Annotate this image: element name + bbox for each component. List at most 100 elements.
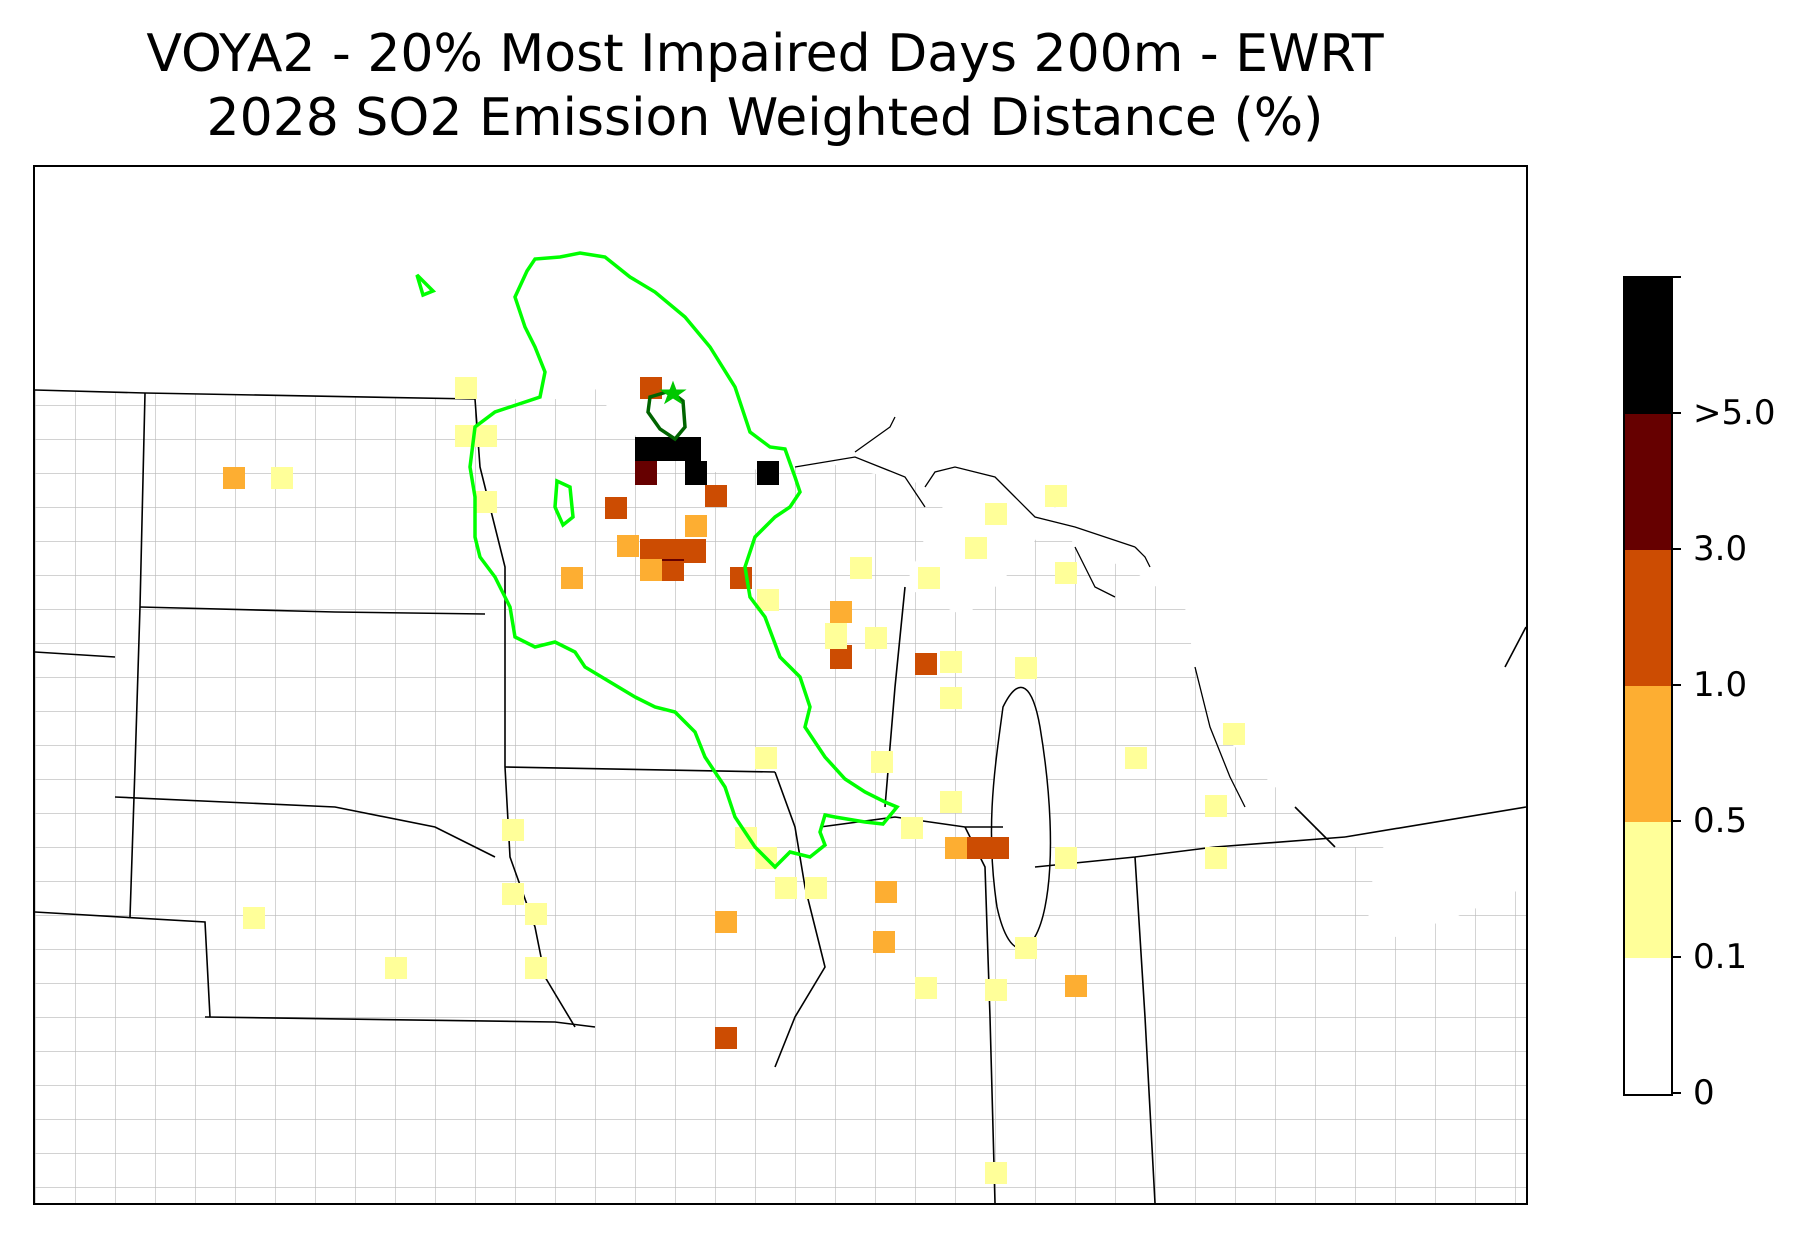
emission-cell: [617, 535, 639, 557]
colorbar-bin-black: [1625, 278, 1671, 414]
lake-erie: [1365, 767, 1526, 947]
emission-cell: [805, 877, 827, 899]
emission-cell: [985, 979, 1007, 1001]
emission-cell: [1045, 485, 1067, 507]
emission-cell: [640, 539, 662, 563]
emission-cells: [223, 377, 1245, 1184]
emission-cell: [502, 883, 524, 905]
colorbar-tick-0: [1671, 1092, 1681, 1094]
emission-cell: [901, 817, 923, 839]
colorbar-label-1: 0.1: [1693, 937, 1748, 977]
emission-cell: [918, 567, 940, 589]
colorbar-bin-white: [1625, 958, 1671, 1094]
emission-cell: [915, 653, 937, 675]
emission-cell: [525, 903, 547, 925]
emission-cell: [830, 645, 852, 669]
emission-cell: [875, 881, 897, 903]
emission-cell: [662, 561, 684, 581]
emission-cell: [475, 491, 497, 513]
colorbar-bin-yellow: [1625, 822, 1671, 958]
emission-cell: [1205, 795, 1227, 817]
emission-cell: [1065, 975, 1087, 997]
colorbar-tick-2: [1671, 820, 1681, 822]
emission-cell: [385, 957, 407, 979]
emission-cell: [715, 911, 737, 933]
emission-cell: [1125, 747, 1147, 769]
emission-cell: [1015, 937, 1037, 959]
emission-cell: [757, 589, 779, 611]
title-line-2: 2028 SO2 Emission Weighted Distance (%): [206, 88, 1324, 148]
emission-cell: [945, 837, 967, 859]
emission-cell: [705, 485, 727, 507]
colorbar-tick-5: [1671, 412, 1681, 414]
outer-contour-ring: [553, 478, 575, 528]
colorbar-label-5: >5.0: [1693, 393, 1776, 433]
emission-cell: [715, 1027, 737, 1049]
emission-cell: [679, 437, 701, 461]
emission-cell: [1055, 847, 1077, 869]
colorbar-label-0: 0: [1693, 1073, 1715, 1113]
title-line-1: VOYA2 - 20% Most Impaired Days 200m - EW…: [146, 24, 1384, 84]
emission-cell: [605, 497, 627, 519]
colorbar-bin-rust: [1625, 550, 1671, 686]
emission-cell: [455, 377, 477, 399]
colorbar-label-3: 1.0: [1693, 665, 1748, 705]
colorbar-tick-1: [1671, 956, 1681, 958]
emission-cell: [657, 437, 679, 461]
land-area: [35, 389, 1526, 1203]
lake-michigan: [990, 686, 1052, 949]
coastlines: [794, 416, 1246, 808]
emission-cell: [685, 461, 707, 485]
emission-cell: [223, 467, 245, 489]
colorbar-tick-3: [1671, 684, 1681, 686]
colorbar-bin-darkred: [1625, 414, 1671, 550]
emission-cell: [940, 651, 962, 673]
map-canvas: [35, 251, 1526, 1203]
outer-contour: [468, 251, 900, 870]
emission-cell: [525, 957, 547, 979]
emission-cell: [965, 837, 987, 859]
colorbar-tick-4: [1671, 548, 1681, 550]
emission-cell: [825, 627, 847, 649]
emission-cell: [1205, 847, 1227, 869]
emission-cell: [865, 627, 887, 649]
emission-cell: [685, 515, 707, 537]
emission-cell: [871, 751, 893, 773]
colorbar-tick-top: [1671, 276, 1681, 278]
emission-cell: [502, 819, 524, 841]
emission-cell: [635, 437, 657, 461]
colorbar: [1623, 276, 1673, 1096]
colorbar-bin-orange: [1625, 686, 1671, 822]
emission-cell: [662, 539, 684, 563]
emission-cell: [243, 907, 265, 929]
chart-title: VOYA2 - 20% Most Impaired Days 200m - EW…: [0, 22, 1530, 150]
emission-cell: [640, 559, 662, 581]
emission-cell: [985, 1162, 1007, 1184]
emission-cell: [940, 791, 962, 813]
emission-cell: [775, 877, 797, 899]
emission-cell: [561, 567, 583, 589]
emission-cell: [684, 539, 706, 563]
emission-cell: [940, 687, 962, 709]
colorbar-label-2: 0.5: [1693, 801, 1748, 841]
emission-cell: [965, 537, 987, 559]
map-panel: [33, 165, 1528, 1205]
emission-cell: [850, 557, 872, 579]
emission-cell: [755, 747, 777, 769]
emission-cell: [475, 425, 497, 447]
star-icon: [659, 380, 687, 405]
emission-cell: [1015, 657, 1037, 679]
emission-cell: [873, 931, 895, 953]
emission-cell: [1223, 723, 1245, 745]
lake-huron: [1185, 587, 1375, 807]
emission-cell: [757, 461, 779, 485]
outer-contour-island: [415, 273, 437, 298]
emission-cell: [271, 467, 293, 489]
emission-cell: [915, 977, 937, 999]
emission-cell: [985, 503, 1007, 525]
emission-cell: [830, 601, 852, 623]
emission-cell: [1055, 562, 1077, 584]
colorbar-label-4: 3.0: [1693, 529, 1748, 569]
emission-cell: [987, 837, 1009, 859]
emission-cell: [635, 461, 657, 485]
